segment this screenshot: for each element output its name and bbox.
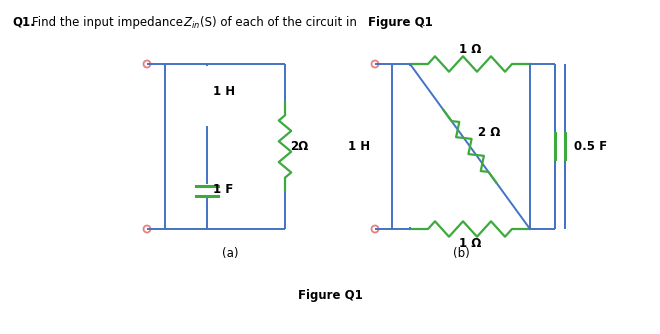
Text: Figure Q1: Figure Q1 bbox=[368, 16, 433, 29]
Text: (S) of each of the circuit in: (S) of each of the circuit in bbox=[200, 16, 360, 29]
Text: Figure Q1: Figure Q1 bbox=[298, 289, 362, 302]
Text: (b): (b) bbox=[453, 247, 469, 260]
Text: 1 H: 1 H bbox=[213, 86, 235, 99]
Text: 1 Ω: 1 Ω bbox=[459, 43, 481, 56]
Text: $Z_{in}$: $Z_{in}$ bbox=[183, 16, 200, 31]
Text: Find the input impedance: Find the input impedance bbox=[32, 16, 187, 29]
Text: 2 Ω: 2 Ω bbox=[478, 126, 500, 139]
Text: 1 F: 1 F bbox=[213, 183, 233, 196]
Text: Q1.: Q1. bbox=[12, 16, 35, 29]
Text: 1 H: 1 H bbox=[348, 140, 370, 153]
Text: 2Ω: 2Ω bbox=[290, 140, 308, 153]
Text: 1 Ω: 1 Ω bbox=[459, 237, 481, 250]
Text: 0.5 F: 0.5 F bbox=[574, 140, 607, 153]
Text: .: . bbox=[422, 16, 426, 29]
Text: (a): (a) bbox=[222, 247, 238, 260]
